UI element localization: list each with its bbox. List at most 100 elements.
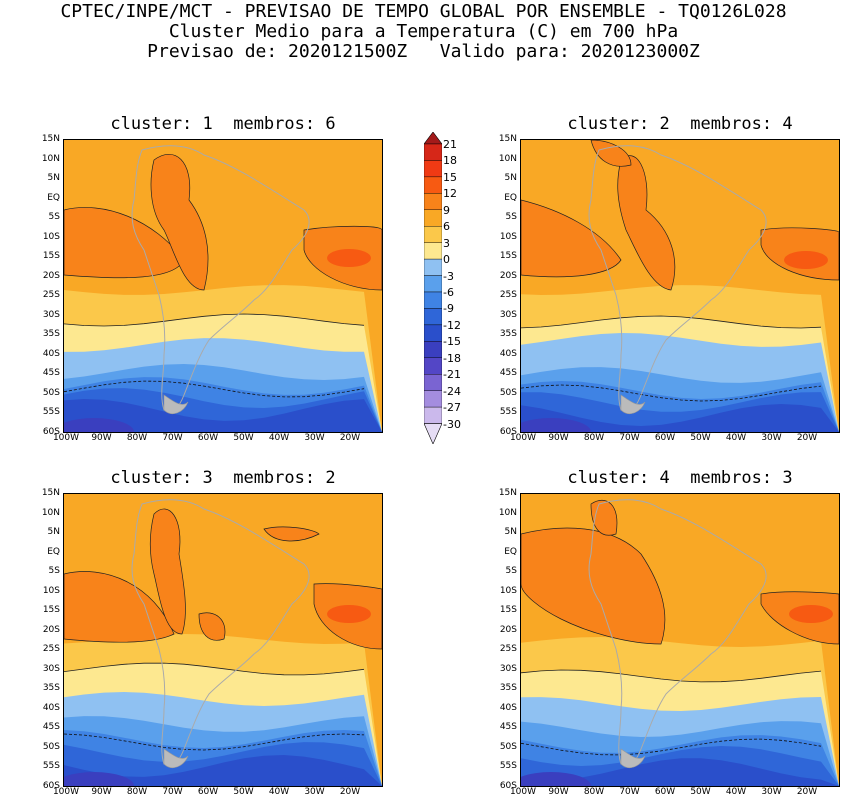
contour-neg9 — [64, 733, 365, 751]
lat-label: 5S — [505, 566, 517, 576]
lat-label: 10N — [41, 507, 60, 518]
lat-label: 45S — [499, 368, 517, 378]
lat-label: 50S — [499, 741, 517, 752]
panel-3-title: cluster: 3 membros: 2 — [110, 468, 336, 488]
lon-label: 40W — [725, 787, 747, 797]
map-canvas — [521, 494, 839, 786]
colorbar-label: -21 — [443, 368, 461, 382]
lat-label: 25S — [42, 290, 60, 300]
hot-core — [327, 605, 371, 623]
lat-label: 25S — [499, 644, 517, 654]
lon-label: 60W — [654, 433, 676, 443]
lat-label: 5N — [504, 527, 517, 537]
lon-label: 30W — [761, 433, 782, 443]
contour-0 — [521, 669, 822, 683]
lat-label: 10S — [499, 231, 517, 242]
lon-label: 40W — [268, 433, 290, 443]
header-line-1: CPTEC/INPE/MCT - PREVISAO DE TEMPO GLOBA… — [60, 1, 787, 22]
colorbar-label: -30 — [443, 417, 461, 431]
band-neg15-neg12 — [64, 399, 382, 432]
lon-label: 100W — [509, 787, 537, 797]
lon-label: 60W — [197, 433, 219, 443]
lat-label: 20S — [499, 624, 517, 635]
lat-label: 55S — [42, 761, 60, 771]
tierra-del-fuego — [620, 394, 646, 414]
map-canvas — [64, 494, 382, 786]
lon-label: 20W — [796, 433, 818, 443]
lat-label: 15N — [498, 488, 517, 498]
lat-label: 10S — [499, 585, 517, 596]
lat-label: 55S — [42, 407, 60, 417]
lat-label: 20S — [42, 624, 60, 635]
tierra-del-fuego — [163, 394, 189, 414]
lon-label: 60W — [197, 787, 219, 797]
warm-region-1 — [521, 199, 622, 278]
colorbar-segment — [424, 275, 442, 293]
panel-1-title: cluster: 1 membros: 6 — [110, 114, 336, 134]
lat-label: 60S — [499, 426, 517, 437]
colorbar-label: -12 — [443, 318, 461, 332]
colorbar-segment — [424, 291, 442, 309]
lat-label: 25S — [42, 644, 60, 654]
band-neg15-neg12 — [521, 758, 839, 786]
map-canvas — [521, 140, 839, 432]
lat-label: 5N — [47, 527, 60, 537]
band-neg15-neg12 — [521, 404, 839, 432]
contour-0 — [521, 315, 822, 329]
colorbar-label: 12 — [443, 187, 457, 201]
lon-label: 80W — [126, 433, 148, 443]
lat-label: 5N — [504, 173, 517, 183]
lat-label: 25S — [499, 290, 517, 300]
lat-label: EQ — [504, 192, 517, 203]
lat-label: 60S — [499, 780, 517, 791]
lon-label: 50W — [690, 787, 711, 797]
lon-label: 90W — [91, 787, 112, 797]
colorbar-label: 18 — [443, 154, 457, 168]
lon-label: 40W — [268, 787, 290, 797]
colorbar-bottom-arrow — [424, 423, 442, 444]
lat-label: 45S — [499, 722, 517, 732]
map-canvas — [64, 140, 382, 432]
lat-label: 15N — [41, 134, 60, 144]
contour-neg9 — [521, 384, 822, 402]
lon-label: 100W — [52, 787, 80, 797]
lon-label: 70W — [162, 433, 183, 443]
lat-label: 5S — [48, 566, 60, 576]
map-panel-cluster-2 — [520, 139, 840, 433]
map-panel-cluster-4 — [520, 493, 840, 787]
colorbar-segment — [424, 143, 442, 161]
colorbar-segment — [424, 209, 442, 227]
lat-label: 40S — [42, 348, 60, 359]
colorbar-segment — [424, 193, 442, 210]
lon-label: 100W — [52, 433, 80, 443]
lon-label: 30W — [304, 433, 325, 443]
lat-label: 40S — [499, 702, 517, 713]
lat-label: 40S — [499, 348, 517, 359]
lat-label: 45S — [42, 722, 60, 732]
colorbar-label: -3 — [443, 269, 454, 283]
lon-label: 90W — [548, 433, 569, 443]
colorbar-label: 3 — [443, 236, 450, 250]
hot-core — [327, 249, 371, 267]
south-america-outline — [131, 145, 310, 413]
lat-label: 20S — [42, 270, 60, 281]
lat-label: 10N — [498, 507, 517, 518]
lat-label: 30S — [42, 663, 60, 674]
map-panel-cluster-1 — [63, 139, 383, 433]
lon-label: 80W — [583, 787, 605, 797]
lat-label: EQ — [504, 546, 517, 557]
colorbar — [424, 132, 442, 444]
colorbar-segment — [424, 308, 442, 326]
lon-label: 20W — [339, 433, 361, 443]
lon-label: 60W — [654, 787, 676, 797]
colorbar-label: -27 — [443, 401, 461, 415]
lon-label: 90W — [548, 787, 569, 797]
south-america-outline — [588, 145, 767, 413]
south-america-outline — [131, 499, 310, 767]
lat-label: 35S — [42, 683, 60, 693]
lon-label: 70W — [162, 787, 183, 797]
panel-2-title: cluster: 2 membros: 4 — [567, 114, 793, 134]
colorbar-label: 9 — [443, 203, 450, 217]
cold-core — [64, 418, 134, 432]
lat-label: EQ — [47, 546, 60, 557]
